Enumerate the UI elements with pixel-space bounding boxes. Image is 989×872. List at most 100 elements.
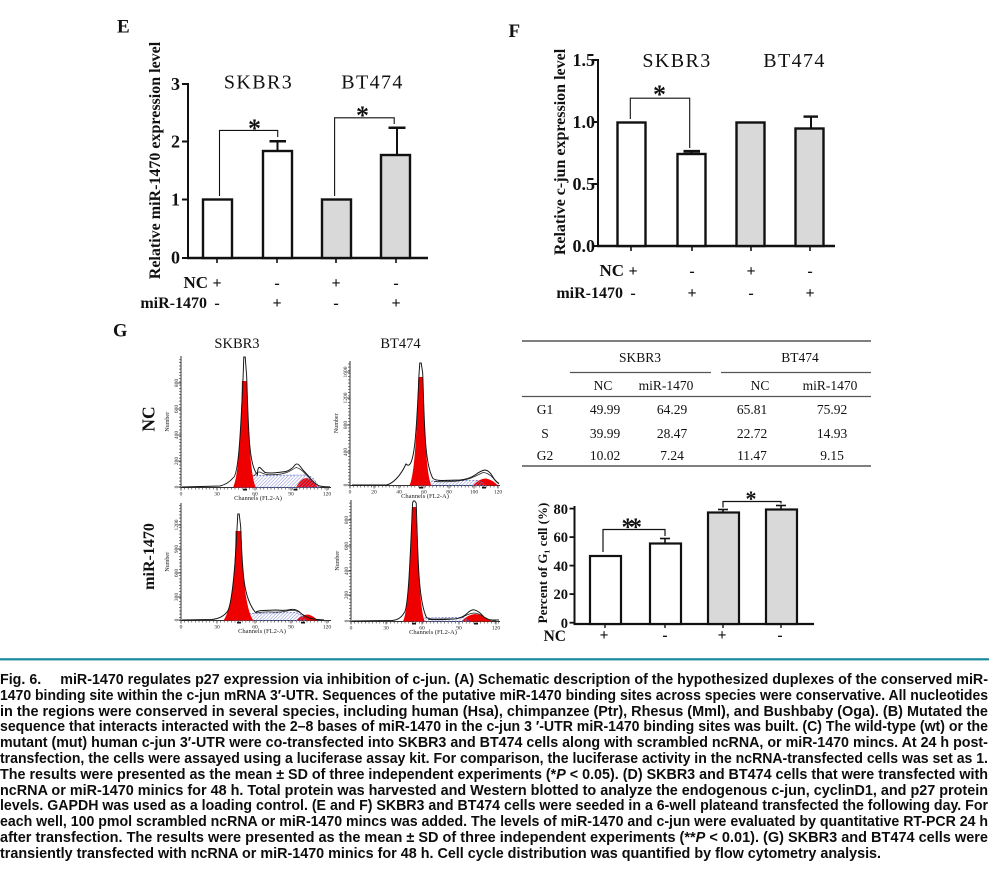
svg-text:0.0: 0.0 [573, 236, 596, 256]
svg-text:Relative miR-1470 expression l: Relative miR-1470 expression level [147, 41, 164, 279]
svg-text:SKBR3: SKBR3 [224, 72, 293, 94]
svg-text:11.47: 11.47 [737, 448, 767, 463]
svg-text:22.72: 22.72 [737, 426, 767, 441]
svg-text:400: 400 [344, 567, 350, 576]
svg-text:90: 90 [288, 491, 294, 497]
svg-text:0: 0 [180, 491, 183, 497]
svg-text:-: - [777, 627, 782, 644]
svg-text:+: + [805, 285, 814, 302]
svg-text:1200: 1200 [174, 519, 180, 530]
svg-text:120: 120 [323, 624, 332, 630]
svg-text:1.5: 1.5 [573, 50, 596, 70]
svg-text:14.93: 14.93 [817, 426, 848, 441]
svg-text:90: 90 [288, 624, 294, 630]
svg-text:G2: G2 [537, 448, 554, 463]
svg-text:1200: 1200 [343, 392, 349, 403]
svg-text:0: 0 [174, 485, 180, 488]
svg-text:NC: NC [544, 628, 566, 645]
svg-text:900: 900 [174, 545, 180, 554]
svg-text:NC: NC [599, 261, 624, 280]
svg-text:64.29: 64.29 [657, 402, 688, 417]
svg-text:miR-1470: miR-1470 [556, 285, 623, 302]
svg-text:30: 30 [214, 491, 220, 497]
svg-text:120: 120 [494, 489, 503, 495]
svg-text:-: - [689, 263, 694, 280]
svg-text:1: 1 [171, 190, 180, 210]
svg-text:+: + [212, 275, 221, 292]
svg-text:60: 60 [419, 625, 425, 631]
svg-text:**: ** [622, 514, 642, 541]
svg-text:200: 200 [174, 457, 180, 466]
svg-text:-: - [807, 263, 812, 280]
svg-text:+: + [687, 285, 696, 302]
svg-text:Channels (FL2-A): Channels (FL2-A) [238, 628, 286, 635]
svg-text:120: 120 [323, 491, 332, 497]
svg-text:Channels (FL2-A): Channels (FL2-A) [409, 629, 457, 636]
svg-text:BT474: BT474 [763, 50, 826, 72]
svg-text:-: - [630, 285, 635, 302]
svg-text:G1: G1 [537, 402, 554, 417]
svg-text:10.02: 10.02 [590, 448, 620, 463]
svg-text:-: - [393, 275, 398, 292]
svg-text:Percent of G₁ cell (%): Percent of G₁ cell (%) [535, 503, 550, 624]
svg-text:-: - [274, 275, 279, 292]
svg-text:800: 800 [344, 516, 350, 525]
svg-text:39.99: 39.99 [590, 426, 621, 441]
svg-text:SKBR3: SKBR3 [619, 350, 661, 365]
svg-text:0: 0 [561, 616, 568, 632]
svg-text:miR-1470: miR-1470 [141, 523, 158, 590]
svg-text:0: 0 [350, 625, 353, 631]
svg-text:0: 0 [171, 248, 180, 268]
svg-text:Relative c-jun expression leve: Relative c-jun expression level [552, 48, 569, 255]
svg-text:+: + [391, 295, 400, 312]
svg-text:+: + [746, 263, 755, 280]
svg-text:NC: NC [139, 406, 159, 431]
svg-text:800: 800 [343, 421, 349, 430]
svg-text:28.47: 28.47 [657, 426, 688, 441]
svg-text:7.24: 7.24 [660, 448, 684, 463]
svg-text:80: 80 [554, 502, 569, 518]
svg-text:80: 80 [446, 489, 452, 495]
svg-text:60: 60 [252, 624, 258, 630]
svg-text:0: 0 [349, 489, 352, 495]
svg-text:40: 40 [554, 559, 569, 575]
svg-text:60: 60 [252, 491, 258, 497]
svg-text:1600: 1600 [343, 366, 349, 377]
svg-text:NC: NC [183, 273, 208, 292]
svg-text:SKBR3: SKBR3 [214, 336, 259, 352]
svg-text:0.5: 0.5 [573, 174, 596, 194]
svg-text:*: * [653, 80, 666, 109]
svg-text:miR-1470: miR-1470 [140, 295, 207, 312]
svg-text:400: 400 [343, 448, 349, 457]
svg-text:49.99: 49.99 [590, 402, 621, 417]
svg-text:600: 600 [174, 569, 180, 578]
svg-text:90: 90 [456, 625, 462, 631]
svg-text:*: * [356, 101, 369, 130]
svg-text:NC: NC [751, 378, 770, 393]
svg-text:0: 0 [174, 618, 180, 621]
svg-text:-: - [662, 627, 667, 644]
svg-text:Number: Number [334, 413, 340, 433]
svg-text:1.0: 1.0 [573, 112, 596, 132]
svg-text:0: 0 [180, 624, 183, 630]
svg-text:*: * [746, 486, 757, 511]
svg-text:300: 300 [174, 593, 180, 602]
svg-text:Number: Number [335, 551, 341, 571]
svg-text:BT474: BT474 [341, 72, 404, 94]
svg-text:20: 20 [371, 489, 377, 495]
svg-text:*: * [248, 114, 261, 143]
svg-text:65.81: 65.81 [737, 402, 767, 417]
svg-text:BT474: BT474 [781, 350, 819, 365]
svg-text:Number: Number [165, 552, 171, 572]
svg-text:F: F [509, 21, 521, 42]
svg-text:100: 100 [470, 489, 479, 495]
svg-text:2: 2 [171, 132, 180, 152]
svg-text:miR-1470: miR-1470 [639, 378, 694, 393]
svg-text:30: 30 [383, 625, 389, 631]
svg-text:60: 60 [421, 489, 427, 495]
svg-text:+: + [331, 275, 340, 292]
svg-text:9.15: 9.15 [820, 448, 844, 463]
svg-text:Number: Number [165, 412, 171, 432]
svg-text:3: 3 [171, 74, 180, 94]
svg-text:600: 600 [344, 542, 350, 551]
